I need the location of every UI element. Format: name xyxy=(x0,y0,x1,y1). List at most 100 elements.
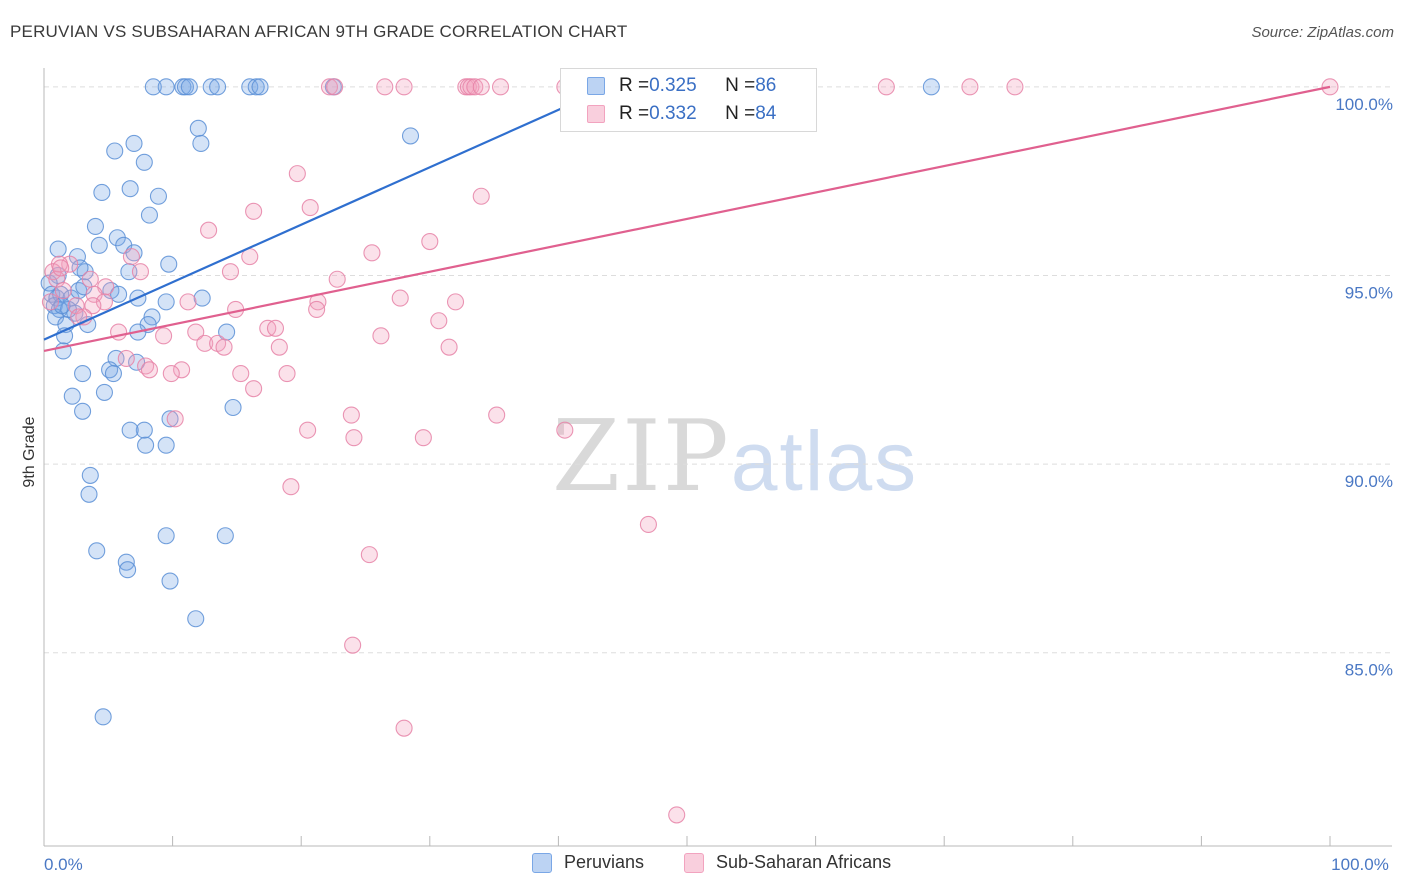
point-subsaharan xyxy=(140,361,159,379)
point-subsaharan xyxy=(472,187,490,205)
point-peruvians xyxy=(189,119,207,137)
point-subsaharan xyxy=(372,327,390,345)
y-tick-label: 90.0% xyxy=(1345,472,1393,491)
point-peruvians xyxy=(157,293,175,311)
point-subsaharan xyxy=(961,78,979,96)
legend-item-subsaharan[interactable]: Sub-Saharan Africans xyxy=(684,852,891,873)
point-peruvians xyxy=(80,485,98,503)
point-peruvians xyxy=(94,708,112,726)
point-peruvians xyxy=(81,466,99,484)
point-subsaharan xyxy=(326,78,344,96)
legend-n-label: N = xyxy=(725,103,756,124)
point-peruvians xyxy=(125,134,143,152)
y-axis-label: 9th Grade xyxy=(21,416,38,487)
point-subsaharan xyxy=(440,338,458,356)
trend-line-peruvians xyxy=(43,85,611,341)
point-subsaharan xyxy=(155,327,173,345)
point-peruvians xyxy=(88,542,106,560)
point-subsaharan xyxy=(320,78,339,96)
point-subsaharan xyxy=(245,380,263,398)
y-tick-label: 100.0% xyxy=(1335,95,1393,114)
point-subsaharan xyxy=(414,429,432,447)
point-peruvians xyxy=(251,78,269,96)
point-subsaharan xyxy=(462,78,480,96)
point-subsaharan xyxy=(179,293,197,311)
legend-r-label: R = xyxy=(619,103,650,124)
point-peruvians xyxy=(176,78,195,96)
point-subsaharan xyxy=(421,232,439,251)
point-subsaharan xyxy=(556,421,574,439)
watermark: ZIPatlas xyxy=(552,400,918,514)
point-peruvians xyxy=(192,134,210,152)
point-subsaharan xyxy=(200,221,218,239)
point-subsaharan xyxy=(328,270,346,288)
point-peruvians xyxy=(49,240,67,258)
point-subsaharan xyxy=(52,259,70,277)
point-peruvians xyxy=(119,561,137,579)
x-tick-label: 0.0% xyxy=(44,855,83,874)
source-credit: Source: ZipAtlas.com xyxy=(1251,24,1394,41)
point-peruvians xyxy=(149,187,168,205)
point-peruvians xyxy=(93,183,111,202)
point-peruvians xyxy=(121,421,139,439)
point-subsaharan xyxy=(299,421,317,439)
series-legend: Peruvians Sub-Saharan Africans xyxy=(0,852,1406,876)
legend-n-value: 84 xyxy=(755,103,777,124)
point-peruvians xyxy=(187,610,205,628)
axes xyxy=(43,68,1392,847)
point-subsaharan xyxy=(81,270,99,288)
point-subsaharan xyxy=(668,806,686,824)
point-subsaharan xyxy=(278,365,296,383)
point-subsaharan xyxy=(232,365,250,383)
point-peruvians xyxy=(401,127,420,145)
point-subsaharan xyxy=(288,165,306,183)
legend-item-peruvians[interactable]: Peruvians xyxy=(532,852,644,873)
point-subsaharan xyxy=(488,406,506,424)
point-peruvians xyxy=(160,255,178,273)
trend-line-subsaharan xyxy=(43,85,1331,352)
point-peruvians xyxy=(137,436,155,454)
point-subsaharan xyxy=(266,319,285,337)
point-subsaharan xyxy=(491,78,510,96)
point-subsaharan xyxy=(342,406,360,424)
point-peruvians xyxy=(144,78,162,96)
point-subsaharan xyxy=(391,289,409,307)
point-peruvians xyxy=(193,289,211,307)
point-peruvians xyxy=(157,436,175,454)
point-subsaharan xyxy=(196,334,214,352)
point-peruvians xyxy=(157,78,175,96)
point-peruvians xyxy=(104,365,122,383)
point-peruvians xyxy=(209,78,227,96)
point-subsaharan xyxy=(395,78,413,96)
point-subsaharan xyxy=(131,263,149,281)
point-subsaharan xyxy=(166,410,184,428)
point-peruvians xyxy=(63,387,81,405)
series-peruvians xyxy=(40,78,940,726)
series-subsaharan xyxy=(41,78,1339,824)
point-subsaharan xyxy=(430,312,448,330)
point-subsaharan xyxy=(162,365,180,383)
point-subsaharan xyxy=(1006,78,1024,96)
point-subsaharan xyxy=(122,248,140,266)
point-subsaharan xyxy=(84,297,102,315)
watermark-zip: ZIP xyxy=(552,400,731,514)
chart-title: PERUVIAN VS SUBSAHARAN AFRICAN 9TH GRADE… xyxy=(10,22,628,41)
point-peruvians xyxy=(74,402,92,420)
point-subsaharan xyxy=(376,78,394,96)
legend-swatch-subsaharan xyxy=(587,105,605,123)
point-subsaharan xyxy=(41,293,59,311)
point-peruvians xyxy=(121,180,139,198)
point-peruvians xyxy=(128,353,146,371)
point-subsaharan xyxy=(308,300,326,318)
point-subsaharan xyxy=(245,202,263,220)
point-peruvians xyxy=(922,78,940,96)
point-peruvians xyxy=(157,527,175,545)
legend-n-value: 86 xyxy=(755,75,777,96)
legend-r-value: 0.325 xyxy=(649,75,697,96)
point-peruvians xyxy=(106,142,124,160)
legend-swatch-subsaharan xyxy=(684,852,704,873)
point-subsaharan xyxy=(877,78,895,96)
y-tick-label: 95.0% xyxy=(1345,283,1393,302)
point-peruvians xyxy=(135,421,153,439)
point-subsaharan xyxy=(301,199,319,217)
